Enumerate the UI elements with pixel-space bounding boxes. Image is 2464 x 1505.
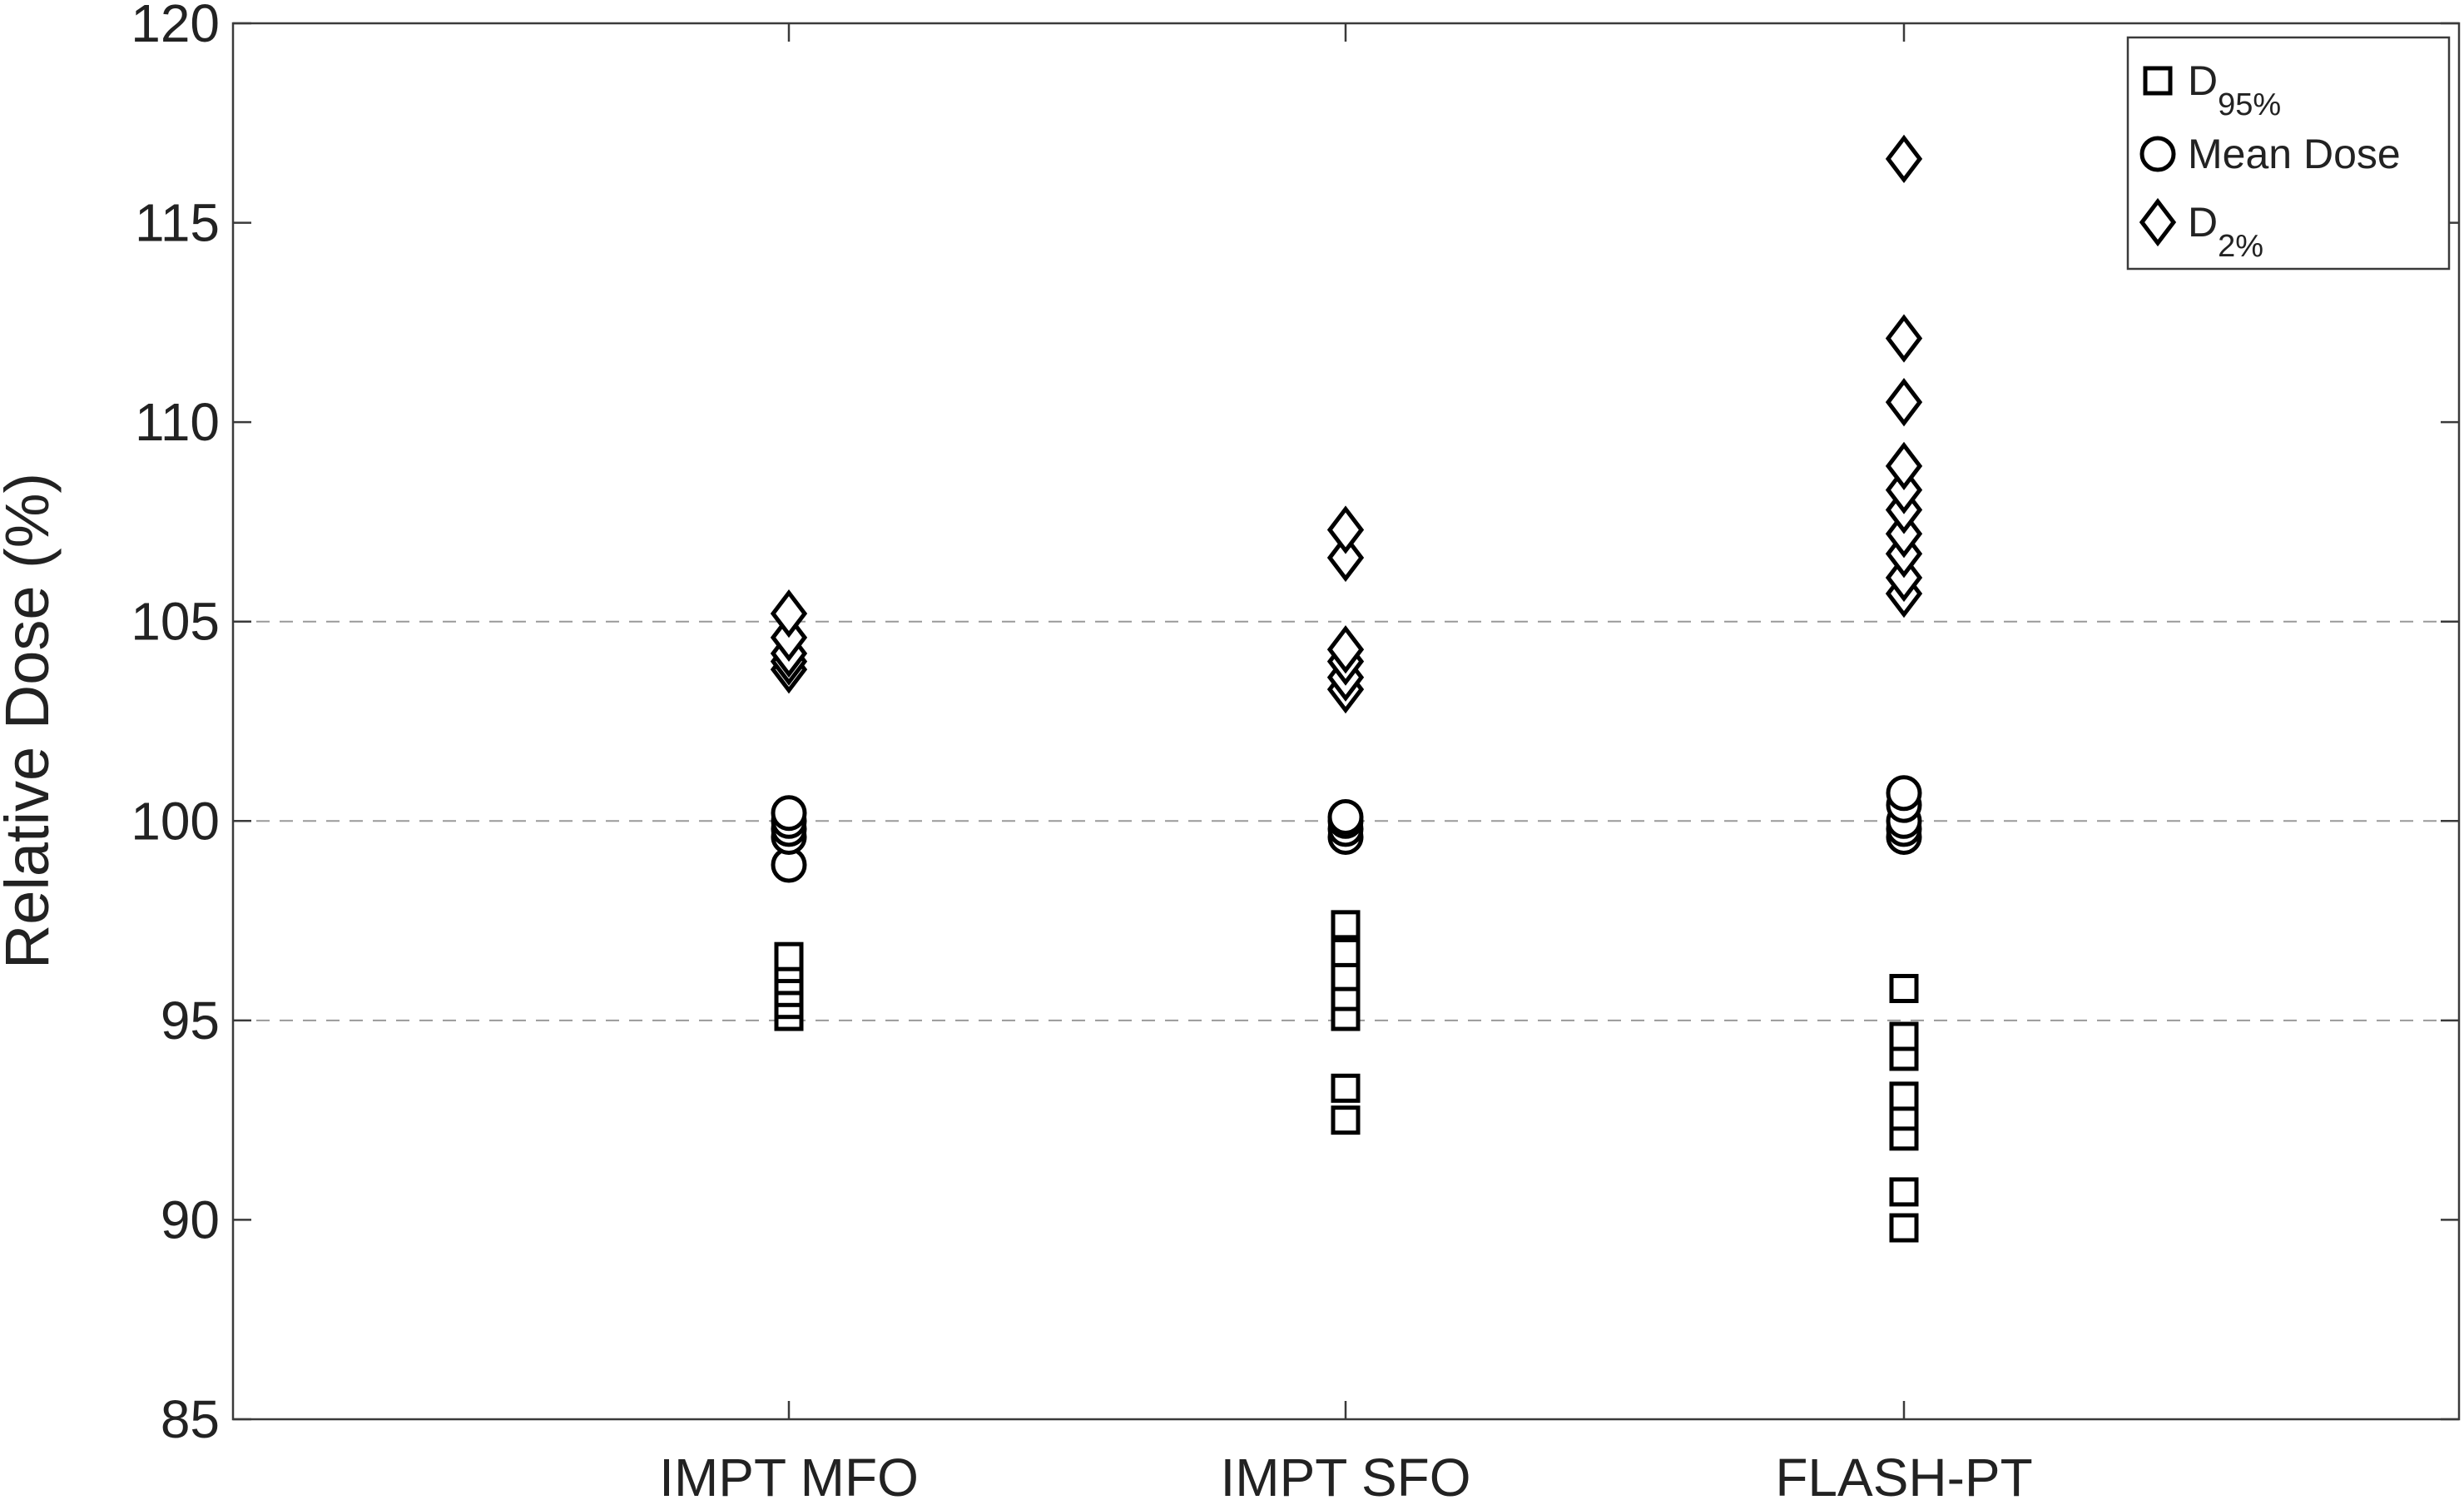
- square-marker: [1889, 1021, 1919, 1051]
- legend-entry-subscript: 95%: [2218, 87, 2281, 122]
- legend-circle-marker: [2139, 136, 2176, 172]
- legend-entry-main: D: [2188, 199, 2218, 246]
- x-category-label: FLASH-PT: [1775, 1448, 2032, 1505]
- circle-marker: [1886, 775, 1922, 812]
- square-marker: [1331, 1073, 1361, 1103]
- y-axis-label: Relative Dose (%): [0, 473, 62, 969]
- square-marker: [1331, 961, 1361, 991]
- square-marker: [1889, 1177, 1919, 1207]
- diamond-marker: [1326, 533, 1365, 583]
- square-marker: [1331, 1105, 1361, 1135]
- y-tick-label: 100: [131, 791, 220, 851]
- y-tick-label: 90: [161, 1190, 220, 1249]
- x-axis: IMPT MFO IMPT SFO FLASH-PT: [659, 23, 2033, 1505]
- square-marker: [1889, 1213, 1919, 1243]
- legend-square-marker: [2143, 66, 2173, 96]
- x-category-label: IMPT MFO: [659, 1448, 919, 1505]
- diamond-marker: [1326, 505, 1365, 554]
- diamond-marker: [770, 589, 808, 638]
- diamond-marker: [1885, 314, 1923, 363]
- plot-area-frame: [231, 22, 2461, 1421]
- y-tick-label: 105: [131, 592, 220, 652]
- legend-entry-main: Mean Dose: [2188, 131, 2401, 177]
- legend-diamond-marker: [2139, 197, 2177, 247]
- circle-marker: [1327, 798, 1364, 835]
- diamond-marker: [1885, 134, 1923, 184]
- data-markers: [770, 134, 1923, 1243]
- y-tick-label: 115: [135, 193, 220, 253]
- legend-entry-label: D2%: [2188, 199, 2263, 264]
- y-tick-label: 120: [131, 0, 220, 53]
- diamond-marker: [1885, 378, 1923, 427]
- square-marker: [1331, 910, 1361, 940]
- square-marker: [1889, 974, 1919, 1004]
- diamond-marker: [1326, 625, 1365, 674]
- y-tick-label: 95: [161, 991, 220, 1051]
- square-marker: [1331, 937, 1361, 967]
- y-tick-label: 85: [161, 1389, 220, 1449]
- square-marker: [1889, 1081, 1919, 1111]
- y-axis: 85 90 95 100 105 110 115 120: [131, 0, 2459, 1449]
- legend-entry-main: D: [2188, 57, 2218, 104]
- circle-marker: [771, 795, 807, 832]
- x-category-label: IMPT SFO: [1220, 1448, 1470, 1505]
- square-marker: [774, 941, 804, 971]
- legend-box: [2126, 36, 2451, 271]
- legend-entry-subscript: 2%: [2218, 229, 2263, 264]
- legend-entry-label: Mean Dose: [2188, 131, 2401, 177]
- y-tick-label: 110: [135, 392, 220, 452]
- legend-entry-label: D95%: [2188, 57, 2281, 122]
- diamond-marker: [1885, 441, 1923, 490]
